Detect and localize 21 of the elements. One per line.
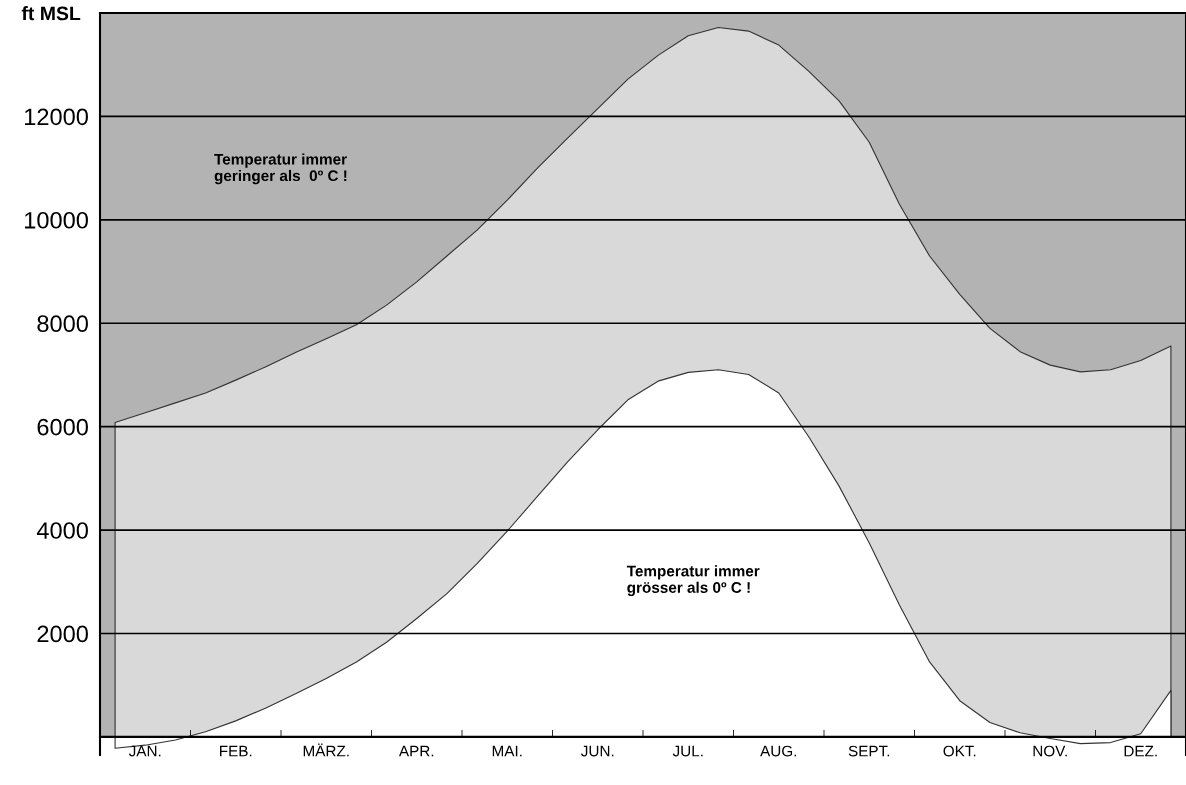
x-tick-label: OKT. xyxy=(943,745,976,757)
y-tick-label: 10000 xyxy=(25,211,88,229)
x-tick-label: NOV. xyxy=(1033,745,1067,757)
y-tick-label: 8000 xyxy=(37,315,88,333)
x-tick-label: APR. xyxy=(398,745,434,757)
x-tick-label: JUL. xyxy=(672,745,703,757)
x-tick-label: JAN. xyxy=(128,745,161,757)
x-tick-label: AUG. xyxy=(760,745,797,757)
x-tick-label: FEB. xyxy=(220,745,252,757)
x-tick-label: SEPT. xyxy=(848,745,890,757)
x-tick-label: MAI. xyxy=(492,745,522,757)
y-axis-title: ft MSL xyxy=(21,6,81,21)
y-tick-label: 12000 xyxy=(25,108,88,126)
y-tick-label: 2000 xyxy=(37,625,88,643)
annotation: Temperatur immer geringer als 0º C ! xyxy=(214,153,347,185)
y-tick-label: 6000 xyxy=(37,418,88,436)
x-tick-label: JUN. xyxy=(581,745,614,757)
y-tick-label: 4000 xyxy=(36,522,88,539)
annotation: Temperatur immer grösser als 0º C ! xyxy=(626,565,760,597)
x-tick-label: MÄRZ. xyxy=(303,743,349,757)
x-tick-label: DEZ. xyxy=(1124,745,1157,757)
